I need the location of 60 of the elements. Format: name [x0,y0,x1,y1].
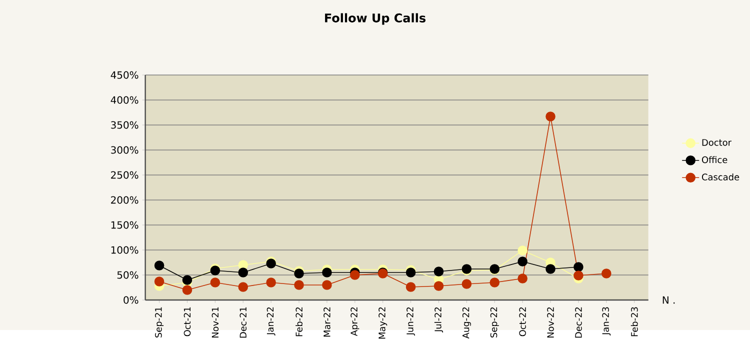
point [294,268,304,278]
point [154,276,164,286]
point [546,112,556,122]
point [210,278,220,288]
y-tick-label: 250% [111,171,138,179]
x-tick-label: Sep-21 [155,307,164,338]
x-tick-label: Aug-22 [462,307,471,339]
point [266,278,276,288]
point [294,280,304,290]
x-tick-label: Dec-21 [240,307,247,338]
x-tick-label: Jan-23 [602,307,611,336]
x-tick-label: Nov-21 [212,307,219,338]
point [154,260,164,270]
point [574,262,584,272]
point [574,270,584,280]
point [518,246,528,256]
x-tick-label: Dec-22 [575,307,582,338]
x-tick-label: Jul-22 [434,307,444,333]
x-tick-label: May-22 [378,307,388,339]
point [518,256,528,266]
point [490,278,500,288]
x-tick-label: Jun-22 [406,307,416,336]
x-tick-label: Jan-22 [266,307,276,336]
y-tick-label: 200% [111,196,138,204]
legend-label: Doctor [702,139,732,146]
point [182,275,192,285]
point [350,270,360,280]
y-tick-label: 450% [110,71,138,79]
point [602,268,612,278]
x-tick-label: Oct-21 [184,307,191,336]
point [322,280,332,290]
y-tick-label: 300% [111,146,138,154]
y-tick-label: 50% [117,271,138,279]
point [182,285,192,295]
point [462,279,472,289]
x-tick-label: Oct-22 [519,307,526,336]
x-tick-label: Mar-22 [324,307,330,337]
point [406,268,416,278]
point [406,282,416,292]
y-tick-label: 100% [111,246,138,254]
legend-label: Cascade [702,174,740,180]
point [518,274,528,284]
y-tick-label: 150% [111,221,138,229]
x-tick-label: Apr-22 [350,307,360,336]
y-tick-label: 0% [124,296,138,304]
x-tick-label: Nov-22 [547,307,554,338]
point [546,264,556,274]
point [434,266,444,276]
x-tick-label: Sep-22 [490,307,499,338]
point [238,282,248,292]
point [322,268,332,278]
x-axis-title: N . [662,296,675,304]
x-tick-label: Feb-23 [630,307,638,336]
chart-title: Follow Up Calls [325,13,426,25]
x-tick-label: Feb-22 [296,307,302,336]
legend-label: Office [702,156,728,164]
y-tick-label: 350% [111,121,138,129]
point [238,268,248,278]
point [434,281,444,291]
y-tick-label: 400% [110,96,138,104]
